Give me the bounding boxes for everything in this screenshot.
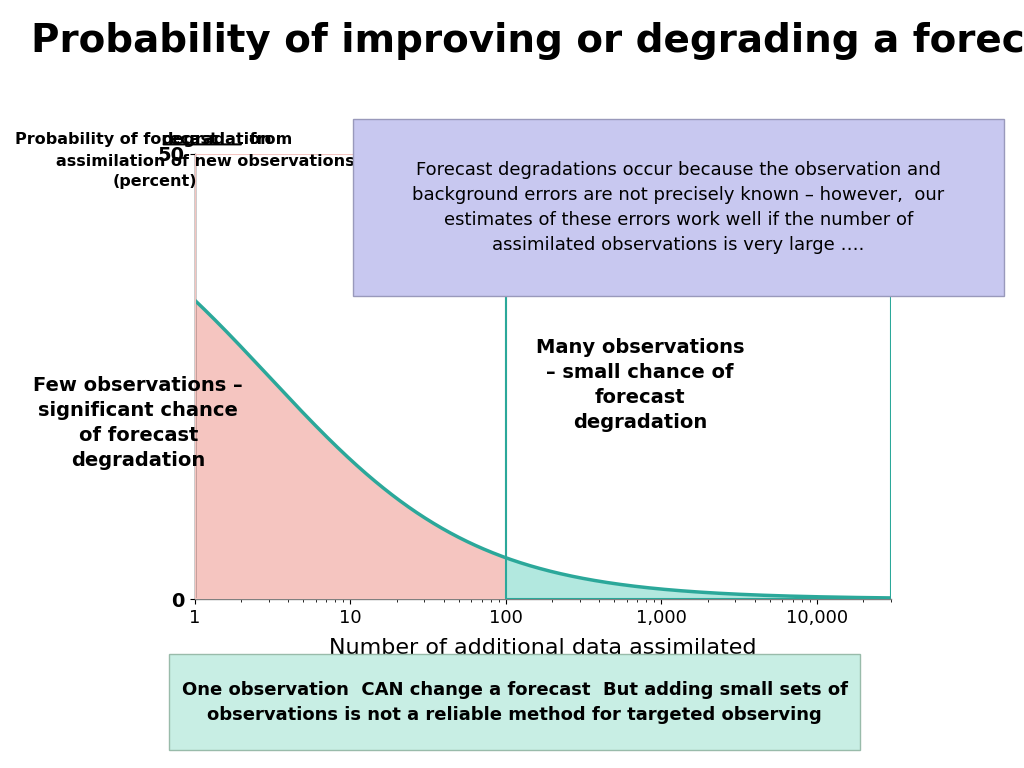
X-axis label: Number of additional data assimilated: Number of additional data assimilated (329, 638, 757, 658)
Text: Few observations –
significant chance
of forecast
degradation: Few observations – significant chance of… (34, 376, 243, 470)
Text: 30: 30 (989, 102, 1009, 117)
Text: Probability of forecast: Probability of forecast (15, 132, 223, 147)
FancyBboxPatch shape (169, 654, 860, 750)
Text: degradation: degradation (161, 132, 271, 147)
FancyBboxPatch shape (353, 119, 1004, 296)
Text: Forecast degradations occur because the observation and
background errors are no: Forecast degradations occur because the … (413, 161, 944, 254)
Text: (percent): (percent) (113, 174, 198, 190)
Text: assimilation of new observations: assimilation of new observations (56, 154, 355, 169)
Text: from: from (244, 132, 292, 147)
Text: Probability of improving or degrading a forecast: Probability of improving or degrading a … (31, 22, 1024, 61)
Text: One observation  CAN change a forecast  But adding small sets of
observations is: One observation CAN change a forecast Bu… (181, 681, 848, 723)
Bar (195, 154, 506, 599)
Text: Many observations
– small chance of
forecast
degradation: Many observations – small chance of fore… (536, 338, 744, 432)
